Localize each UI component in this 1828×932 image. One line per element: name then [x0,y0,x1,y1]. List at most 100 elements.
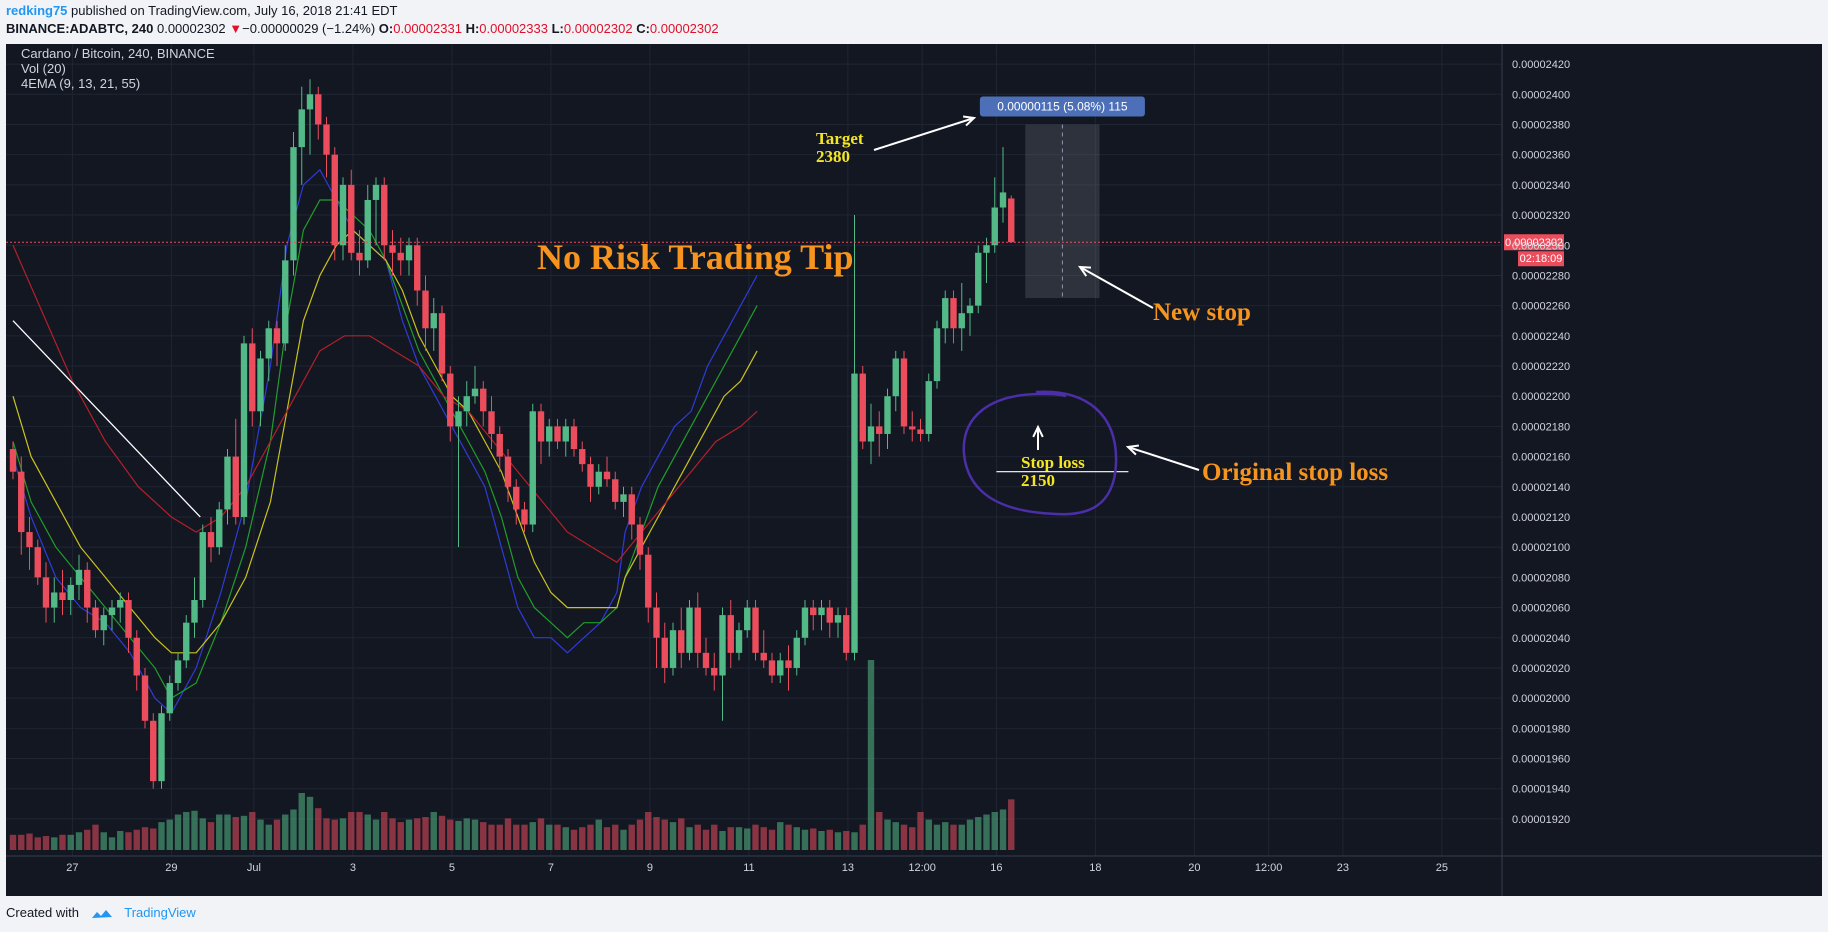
candle-body[interactable] [801,607,809,638]
candle-body[interactable] [447,373,454,427]
candle-body[interactable] [51,592,58,608]
candle-body[interactable] [678,630,685,653]
candle-body[interactable] [925,381,932,434]
candle-body[interactable] [884,396,891,434]
candle-body[interactable] [785,660,792,668]
candle-body[interactable] [892,358,899,397]
chart-panel[interactable]: 0.00000115 (5.08%) 115 0.00002302 02:18:0… [6,44,1822,896]
candle-body[interactable] [562,426,569,442]
candle-body[interactable] [26,532,33,548]
candle-body[interactable] [867,426,875,442]
candle-body[interactable] [942,298,949,329]
candle-body[interactable] [298,109,305,148]
candle-body[interactable] [752,607,759,653]
candle-body[interactable] [529,411,536,525]
candle-body[interactable] [504,456,512,487]
candle-body[interactable] [315,94,322,125]
candle-body[interactable] [455,411,462,427]
candle-body[interactable] [265,328,272,359]
candle-body[interactable] [422,290,429,329]
candle-body[interactable] [430,313,437,329]
candle-body[interactable] [793,637,800,668]
candle-body[interactable] [537,411,545,442]
candle-body[interactable] [661,637,668,668]
candle-body[interactable] [480,388,487,412]
candle-body[interactable] [958,313,965,329]
candle-body[interactable] [834,615,842,623]
candle-body[interactable] [595,471,602,487]
candle-body[interactable] [108,607,116,616]
candle-body[interactable] [158,713,165,782]
ema-line-3[interactable] [12,245,758,564]
candle-body[interactable] [331,154,338,246]
candle-body[interactable] [620,494,627,502]
candle-body[interactable] [191,600,198,623]
candle-body[interactable] [777,660,784,676]
candle-body[interactable] [513,486,520,510]
candle-body[interactable] [339,184,347,246]
candle-body[interactable] [67,584,74,601]
candle-body[interactable] [636,524,644,555]
candle-body[interactable] [570,426,578,450]
candle-body[interactable] [133,637,140,676]
candle-body[interactable] [653,607,660,638]
candle-body[interactable] [686,607,693,653]
candle-body[interactable] [488,411,495,434]
candle-body[interactable] [521,509,528,525]
candle-body[interactable] [983,245,990,253]
candle-body[interactable] [991,207,998,246]
candle-body[interactable] [694,607,701,653]
candle-body[interactable] [711,667,718,676]
candle-body[interactable] [282,260,289,344]
candle-body[interactable] [669,630,677,668]
candle-body[interactable] [323,124,330,155]
candle-body[interactable] [84,569,91,608]
candle-body[interactable] [975,252,982,306]
candle-body[interactable] [42,577,50,608]
candle-body[interactable] [554,426,561,442]
candle-body[interactable] [414,245,421,291]
candle-body[interactable] [232,456,239,517]
candle-body[interactable] [9,449,17,472]
candle-body[interactable] [290,147,297,261]
candle-body[interactable] [950,298,957,329]
candle-body[interactable] [843,615,850,653]
candle-body[interactable] [100,615,107,631]
candle-body[interactable] [876,426,883,434]
candle-body[interactable] [150,720,157,782]
candle-body[interactable] [760,652,767,661]
candle-body[interactable] [117,600,124,608]
candle-body[interactable] [768,660,776,676]
ema-line-2[interactable] [12,229,758,654]
candle-body[interactable] [34,547,41,578]
candle-body[interactable] [405,245,413,261]
candle-body[interactable] [438,313,446,374]
candle-body[interactable] [818,607,825,616]
candle-body[interactable] [810,607,817,616]
candle-body[interactable] [603,471,611,480]
candle-body[interactable] [348,184,355,253]
candle-body[interactable] [389,245,396,253]
candle-body[interactable] [471,388,479,397]
ema-legend[interactable]: 4EMA (9, 13, 21, 55) [21,76,141,91]
candle-body[interactable] [141,675,149,721]
candle-body[interactable] [372,184,380,200]
candle-body[interactable] [909,426,916,430]
pair-legend[interactable]: Cardano / Bitcoin, 240, BINANCE [21,46,215,61]
candle-body[interactable] [628,494,635,525]
tradingview-link[interactable]: TradingView [124,905,196,920]
candle-body[interactable] [92,607,99,631]
candle-body[interactable] [900,358,908,427]
candle-body[interactable] [381,184,388,246]
candle-body[interactable] [18,471,25,533]
candle-body[interactable] [75,569,83,585]
candle-body[interactable] [546,426,553,442]
candle-body[interactable] [257,358,264,412]
candle-body[interactable] [727,615,734,653]
candle-body[interactable] [125,600,132,638]
candle-body[interactable] [999,192,1007,208]
candle-body[interactable] [496,433,503,457]
candle-body[interactable] [397,252,404,261]
candle-body[interactable] [735,630,743,653]
candle-body[interactable] [859,373,866,442]
